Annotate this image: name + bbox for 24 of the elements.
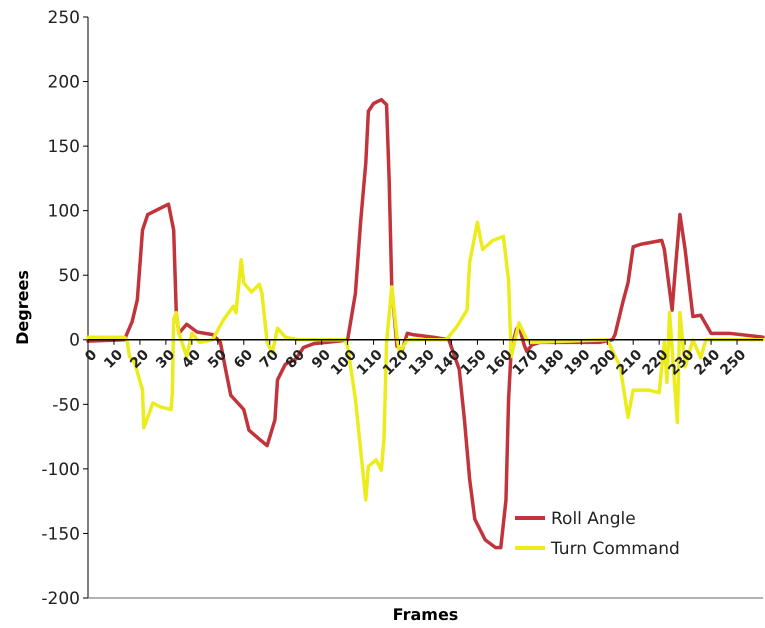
x-tick-label: 40: [179, 346, 204, 372]
x-tick-label: 0: [82, 346, 100, 365]
x-tick-label: 30: [153, 346, 178, 372]
legend-label: Turn Command: [550, 539, 680, 559]
x-axis-title: Frames: [392, 605, 458, 624]
y-tick-label: 0: [69, 330, 80, 351]
y-tick-label: 50: [58, 266, 80, 286]
y-tick-label: -50: [52, 395, 80, 416]
y-tick-label: 150: [48, 137, 80, 158]
legend-label: Roll Angle: [551, 509, 636, 529]
y-tick-label: 200: [48, 72, 80, 93]
y-tick-label: 100: [48, 202, 80, 222]
y-tick-label: 250: [48, 8, 80, 28]
line-series: [86, 220, 765, 502]
x-tick-label: 60: [230, 346, 256, 372]
x-tick-label: 20: [127, 346, 152, 372]
x-tick-label: 80: [282, 346, 308, 372]
x-tick-label: 50: [205, 346, 230, 372]
x-tick-label: 10: [101, 346, 126, 372]
y-tick-label: -200: [41, 588, 80, 609]
x-tick-label: 70: [256, 346, 282, 372]
y-tick-label: -100: [41, 460, 80, 480]
y-tick-label: -150: [41, 524, 80, 544]
y-axis-title: Degrees: [13, 270, 32, 345]
